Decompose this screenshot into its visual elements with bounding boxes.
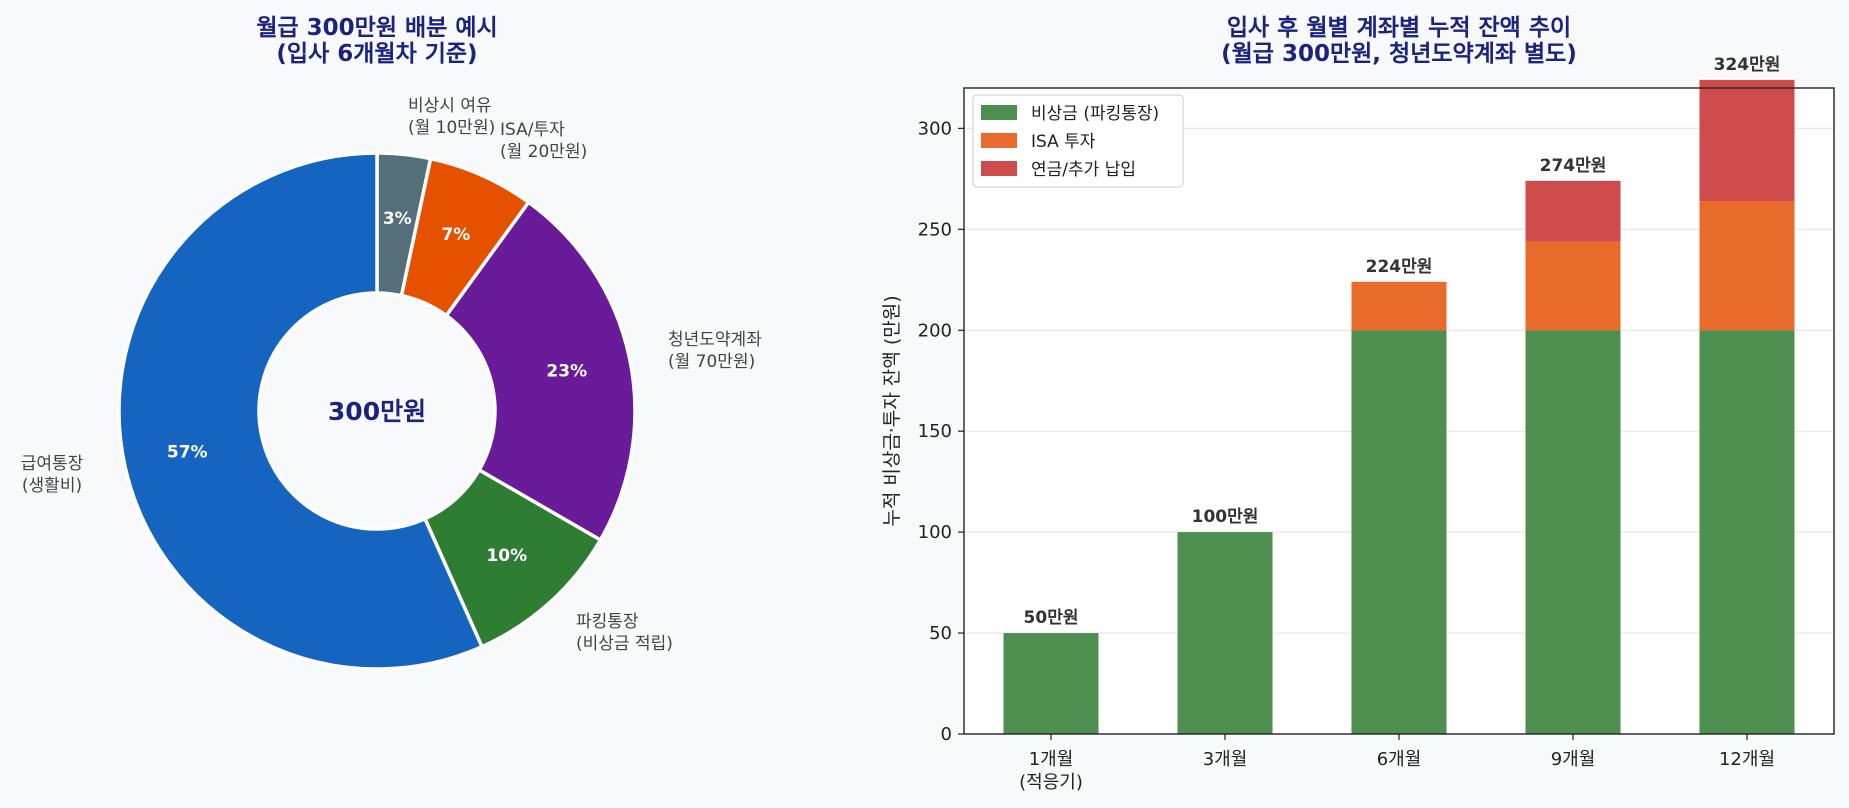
slice-label-4-line-1: 파킹통장 <box>576 612 639 632</box>
donut-title-line-1: 월급 300만원 배분 예시 <box>256 15 497 41</box>
bar-total-label-2: 100만원 <box>1192 507 1259 527</box>
bar-3-series-2 <box>1351 281 1447 331</box>
slice-percent-label-5: 57% <box>167 442 208 462</box>
x-tick-label-3: 6개월 <box>1377 749 1422 770</box>
bar-4-series-3 <box>1525 180 1621 242</box>
slice-percent-label-4: 10% <box>486 546 527 566</box>
y-tick-label-4: 150 <box>918 421 952 442</box>
stacked-bar-chart: 입사 후 월별 계좌별 누적 잔액 추이(월급 300만원, 청년도약계좌 별도… <box>881 15 1835 793</box>
donut-center-label: 300만원 <box>328 397 426 426</box>
slice-label-2-line-1: ISA/투자 <box>500 120 565 140</box>
bar-3-series-1 <box>1351 330 1447 734</box>
bar-total-label-5: 324만원 <box>1714 55 1781 75</box>
legend-box <box>972 94 1184 188</box>
y-tick-label-3: 100 <box>918 522 952 543</box>
y-tick-label-6: 250 <box>918 219 952 240</box>
x-tick-label-1-line-1: 1개월 <box>1029 749 1074 770</box>
bar-5-series-3 <box>1699 79 1795 202</box>
y-tick-label-1: 0 <box>941 724 952 745</box>
donut-title-line-2: (입사 6개월차 기준) <box>276 41 477 67</box>
slice-label-2-line-2: (월 20만원) <box>500 142 587 162</box>
slice-label-5-line-1: 급여통장 <box>21 454 84 474</box>
slice-label-1-line-2: (월 10만원) <box>408 118 495 138</box>
legend-swatch-2 <box>981 133 1017 148</box>
slice-percent-label-2: 7% <box>441 225 470 245</box>
bar-4-series-2 <box>1525 241 1621 331</box>
legend-label-2: ISA 투자 <box>1031 132 1096 152</box>
legend-swatch-1 <box>981 105 1017 120</box>
slice-label-5-line-2: (생활비) <box>22 476 82 496</box>
bar-4-series-1 <box>1525 330 1621 734</box>
bar-title-line-1: 입사 후 월별 계좌별 누적 잔액 추이 <box>1227 15 1571 41</box>
donut-chart: 월급 300만원 배분 예시(입사 6개월차 기준) 3% 비상시 여유(월 10만… <box>21 15 762 671</box>
slice-percent-label-1: 3% <box>383 209 412 229</box>
y-axis-label: 누적 비상금·투자 잔액 (만원) <box>881 295 903 526</box>
slice-label-1-line-1: 비상시 여유 <box>408 96 492 116</box>
plot-frame <box>963 87 1835 735</box>
bar-1-series-1 <box>1003 633 1099 734</box>
x-tick-label-4: 9개월 <box>1551 749 1596 770</box>
bar-title-line-2: (월급 300만원, 청년도약계좌 별도) <box>1221 41 1577 67</box>
slice-label-4-line-2: (비상금 적립) <box>576 634 673 654</box>
legend-swatch-3 <box>981 161 1017 176</box>
bar-5-series-1 <box>1699 330 1795 734</box>
y-tick-label-2: 50 <box>929 623 952 644</box>
bar-total-label-3: 224만원 <box>1366 257 1433 277</box>
y-tick-label-5: 200 <box>918 320 952 341</box>
slice-label-3-line-2: (월 70만원) <box>668 352 755 372</box>
bar-2-series-1 <box>1177 532 1273 734</box>
legend-label-3: 연금/추가 납입 <box>1031 160 1136 180</box>
donut-slice-3 <box>443 199 637 543</box>
donut-slice-5 <box>117 151 485 671</box>
legend-label-1: 비상금 (파킹통장) <box>1031 104 1159 124</box>
x-tick-label-5: 12개월 <box>1719 749 1775 770</box>
bar-total-label-4: 274만원 <box>1540 156 1607 176</box>
x-tick-label-2: 3개월 <box>1203 749 1248 770</box>
slice-percent-label-3: 23% <box>546 362 587 382</box>
bar-total-label-1: 50만원 <box>1024 608 1079 628</box>
bar-5-series-2 <box>1699 201 1795 331</box>
slice-label-3-line-1: 청년도약계좌 <box>668 330 762 350</box>
y-tick-label-7: 300 <box>918 118 952 139</box>
x-tick-label-1-line-2: (적응기) <box>1019 772 1083 793</box>
